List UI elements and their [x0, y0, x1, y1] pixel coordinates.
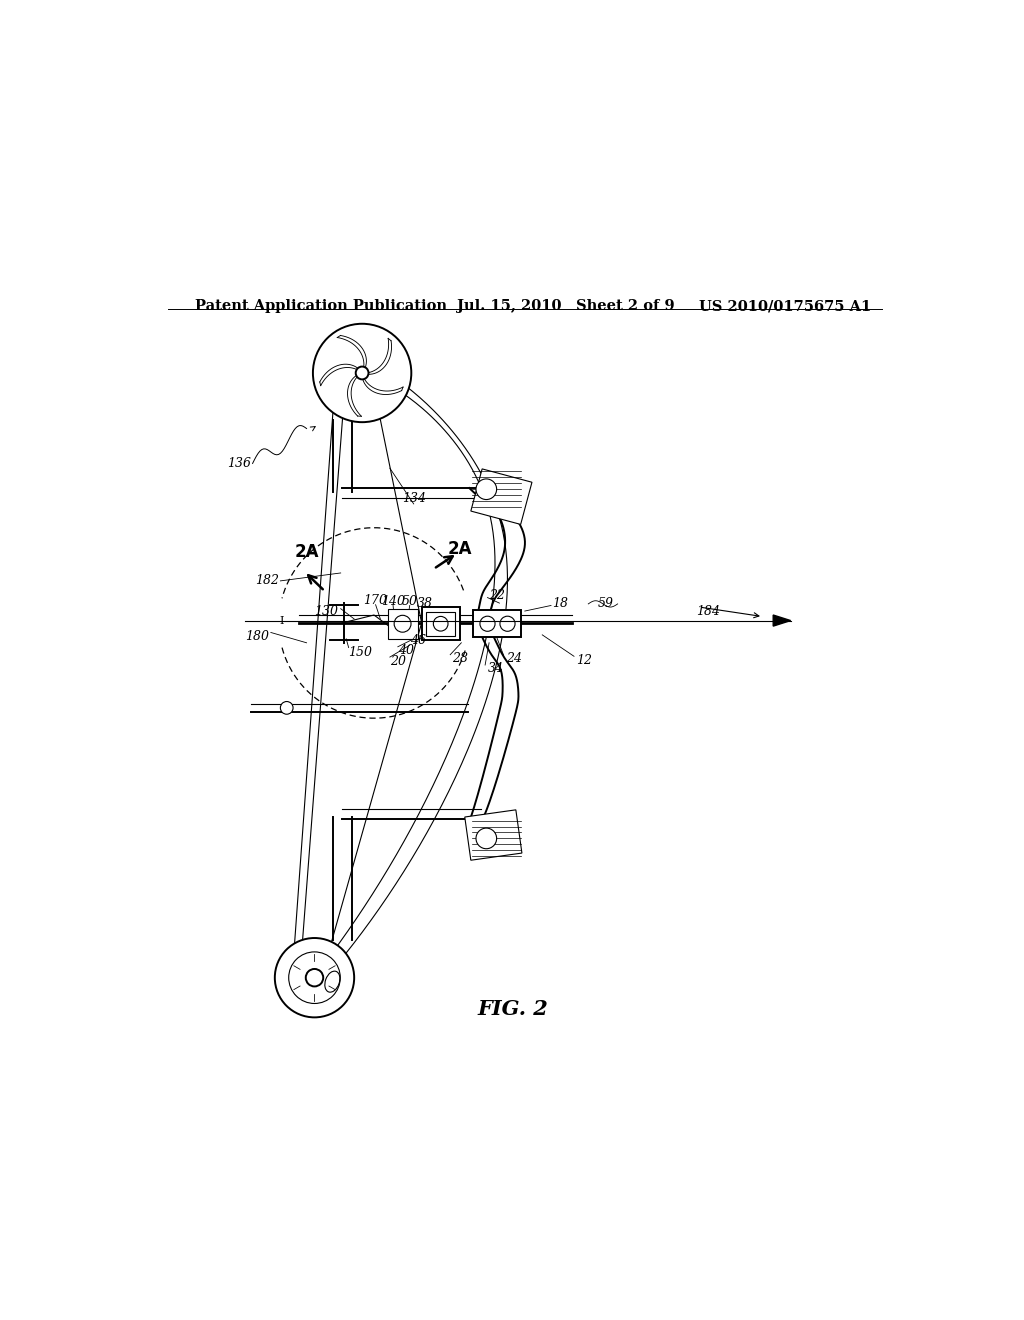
Text: 59: 59: [598, 598, 613, 610]
Text: 130: 130: [314, 605, 338, 618]
Circle shape: [476, 479, 497, 499]
Text: I: I: [280, 615, 285, 626]
Text: 2A: 2A: [295, 543, 319, 561]
Bar: [422, 607, 460, 640]
Text: 136: 136: [227, 457, 251, 470]
Text: Patent Application Publication: Patent Application Publication: [196, 300, 447, 313]
Text: 34: 34: [488, 663, 504, 676]
Circle shape: [281, 701, 293, 714]
Text: Jul. 15, 2010: Jul. 15, 2010: [458, 300, 562, 313]
Ellipse shape: [325, 972, 340, 993]
Text: 12: 12: [577, 653, 592, 667]
Bar: [465, 810, 522, 861]
Text: 18: 18: [553, 597, 568, 610]
Text: Sheet 2 of 9: Sheet 2 of 9: [577, 300, 675, 313]
Bar: [471, 469, 531, 524]
Text: FIG. 2: FIG. 2: [477, 999, 548, 1019]
Circle shape: [476, 828, 497, 849]
Text: US 2010/0175675 A1: US 2010/0175675 A1: [699, 300, 871, 313]
Text: 46: 46: [410, 634, 426, 647]
Text: 28: 28: [452, 652, 468, 665]
Circle shape: [274, 939, 354, 1018]
Text: 2A: 2A: [447, 540, 472, 558]
Text: 38: 38: [417, 597, 433, 610]
Text: 20: 20: [390, 655, 406, 668]
Text: 182: 182: [255, 574, 279, 587]
Circle shape: [306, 969, 324, 986]
Text: 24: 24: [506, 652, 522, 665]
Text: 140: 140: [381, 595, 406, 609]
Text: 50: 50: [401, 595, 418, 609]
Bar: [473, 610, 521, 638]
Bar: [387, 609, 418, 639]
Bar: [426, 612, 455, 636]
Text: 22: 22: [489, 589, 505, 602]
Text: 150: 150: [348, 645, 373, 659]
Polygon shape: [773, 615, 791, 626]
Circle shape: [313, 323, 412, 422]
Text: 40: 40: [397, 644, 414, 657]
Text: 170: 170: [364, 594, 388, 607]
Text: 134: 134: [401, 492, 426, 504]
Text: 180: 180: [246, 630, 269, 643]
Text: 184: 184: [696, 605, 720, 618]
Circle shape: [355, 367, 369, 379]
